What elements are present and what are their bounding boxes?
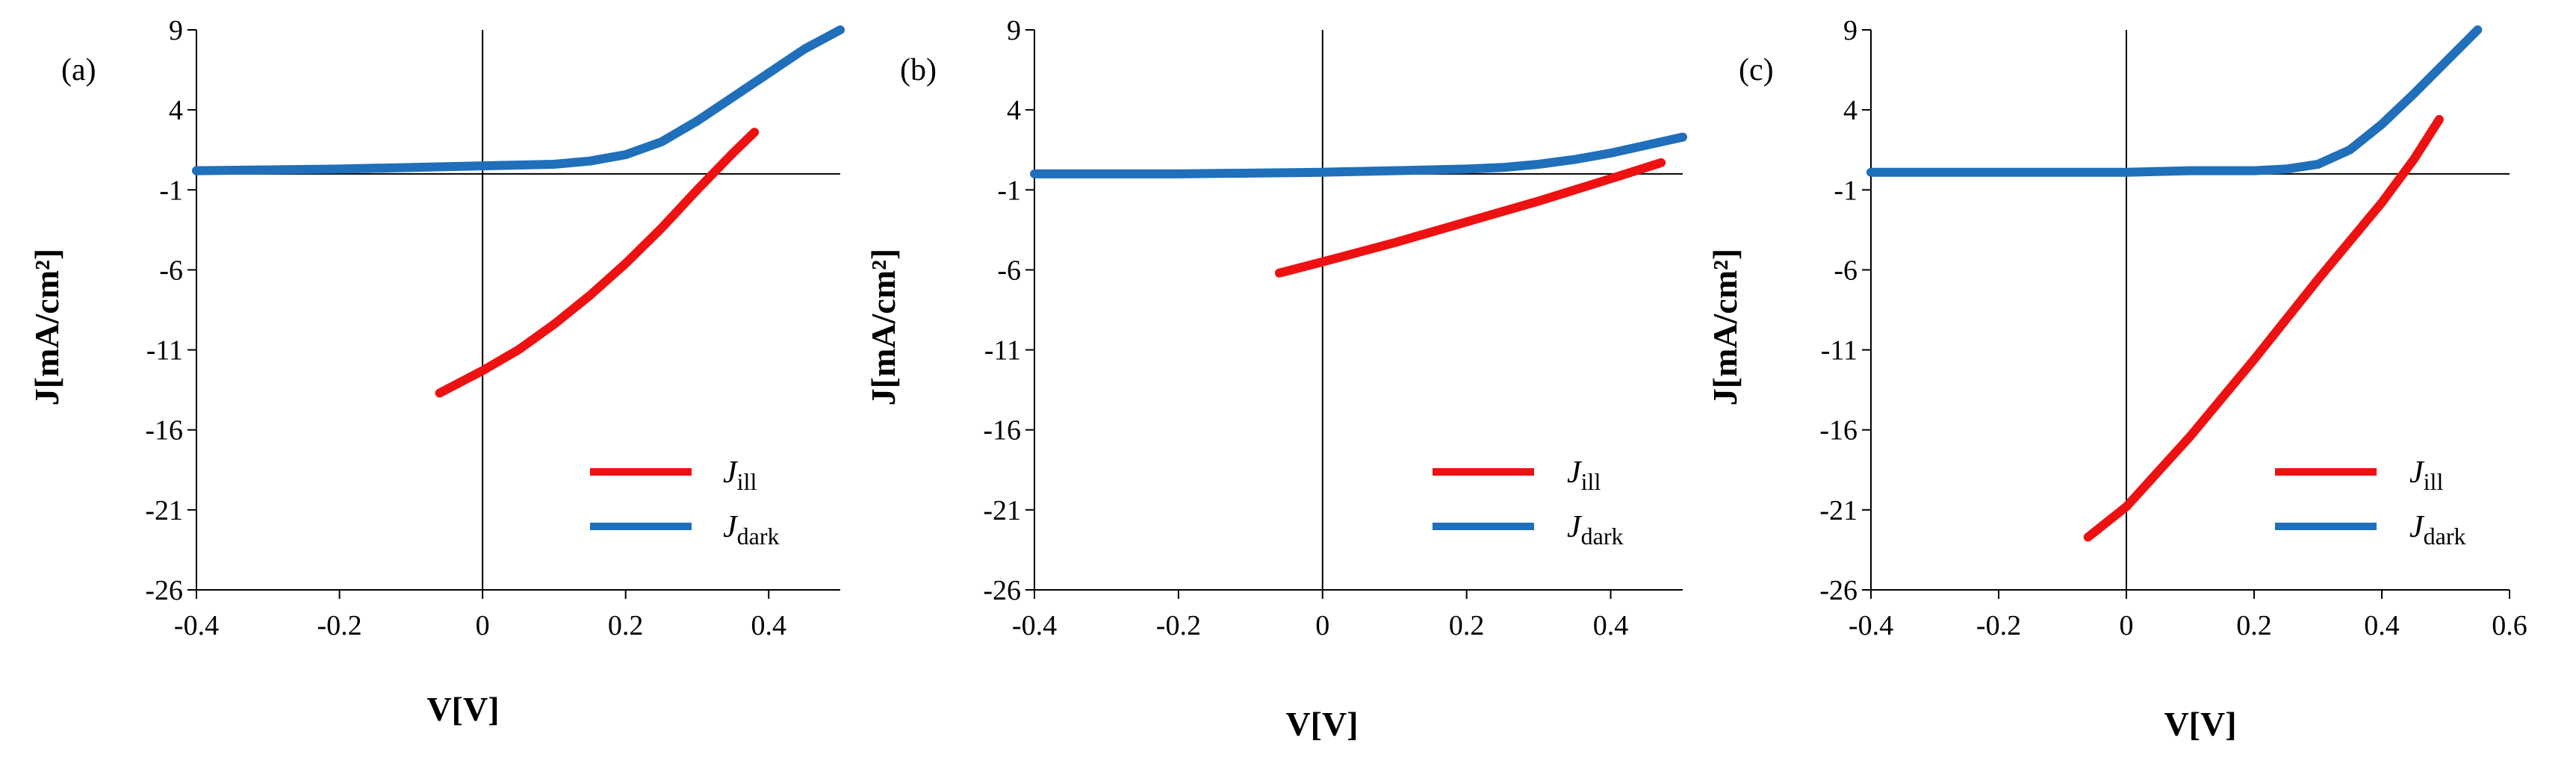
y-tick-label: -6 — [159, 255, 183, 286]
series-line-ill — [2083, 115, 2444, 542]
legend-entry-dark: Jdark — [1567, 510, 1624, 550]
y-tick-label: -6 — [1834, 255, 1857, 286]
y-tick-label: -21 — [1819, 495, 1857, 526]
y-axis-label: J[mA/cm²] — [28, 249, 66, 405]
series-line-dark — [192, 25, 845, 175]
series-line-dark — [1866, 25, 2483, 177]
legend: Jill Jdark — [1433, 455, 1624, 550]
plot-area: -26 -21 -16 -11 -6 -1 4 9 -0.4 -0.2 0 0.2 0.4 — [983, 15, 1687, 641]
x-tick-label: -0.4 — [1012, 610, 1057, 641]
series-line-ill — [435, 128, 760, 398]
y-tick-label: -26 — [983, 575, 1021, 606]
x-axis-label: V[V] — [1285, 705, 1358, 743]
y-tick-label: -16 — [1819, 415, 1857, 447]
y-tick-label: 9 — [169, 15, 183, 46]
plot-area: -26 -21 -16 -11 -6 -1 4 9 -0.4 -0.2 0 0.2 0.4 0.6 — [1819, 15, 2527, 641]
legend-entry-ill: Jill — [2409, 455, 2443, 495]
y-tick-label: -1 — [997, 175, 1021, 206]
panel-label: (c) — [1739, 53, 1774, 87]
x-tick-label: 0.2 — [1449, 610, 1485, 641]
y-tick-label: -16 — [983, 415, 1021, 447]
y-tick-label: -26 — [1819, 575, 1857, 606]
chart-panel-a: (a) J[mA/cm²] V[V] -26 -21 -16 -11 -6 -1 4 9 -0.… — [28, 15, 845, 728]
legend: Jill Jdark — [590, 455, 780, 550]
x-tick-label: -0.2 — [1156, 610, 1201, 641]
y-tick-label: -16 — [145, 415, 183, 447]
legend-entry-dark: Jdark — [2409, 510, 2466, 550]
x-tick-label: 0 — [476, 610, 490, 641]
y-tick-label: -11 — [984, 335, 1021, 367]
legend: Jill Jdark — [2275, 455, 2466, 550]
plot-area: -26 -21 -16 -11 -6 -1 4 9 -0.4 -0.2 0 0.2 0.4 — [145, 15, 845, 641]
x-axis-label: V[V] — [426, 690, 499, 728]
y-tick-label: -26 — [145, 575, 183, 606]
series-line-dark — [1030, 132, 1687, 178]
series-line-ill — [1274, 158, 1666, 278]
legend-entry-ill: Jill — [1567, 455, 1601, 495]
y-tick-label: -6 — [997, 255, 1021, 286]
x-tick-label: 0 — [2120, 610, 2134, 641]
x-tick-label: -0.4 — [1849, 610, 1893, 641]
legend-entry-dark: Jdark — [723, 510, 780, 550]
y-axis-label: J[mA/cm²] — [864, 249, 902, 405]
x-tick-label: 0.2 — [608, 610, 644, 641]
x-tick-label: -0.4 — [174, 610, 219, 641]
y-tick-label: 9 — [1843, 15, 1857, 46]
x-tick-label: 0.2 — [2236, 610, 2272, 641]
panel-label: (b) — [900, 53, 937, 87]
y-tick-label: -11 — [146, 335, 183, 367]
chart-panel-b: (b) J[mA/cm²] V[V] -26 -21 -16 -11 -6 -1 4 9 -0.… — [864, 15, 1687, 743]
x-axis-label: V[V] — [2164, 705, 2236, 743]
y-tick-label: 9 — [1007, 15, 1021, 46]
x-tick-label: 0.6 — [2492, 610, 2527, 641]
y-tick-label: 4 — [1843, 95, 1857, 126]
x-tick-label: 0 — [1315, 610, 1329, 641]
y-tick-label: 4 — [1007, 95, 1021, 126]
y-tick-label: -1 — [159, 175, 183, 206]
panel-label: (a) — [61, 53, 96, 87]
x-tick-label: 0.4 — [1593, 610, 1629, 641]
y-axis-label: J[mA/cm²] — [1706, 249, 1744, 405]
y-tick-label: 4 — [169, 95, 183, 126]
x-tick-label: 0.4 — [751, 610, 786, 641]
y-tick-label: -21 — [983, 495, 1021, 526]
x-tick-label: 0.4 — [2364, 610, 2400, 641]
chart-panel-c: (c) J[mA/cm²] V[V] -26 -21 -16 -11 -6 -1 4 9 -0.… — [1706, 15, 2527, 743]
y-tick-label: -1 — [1834, 175, 1857, 206]
x-tick-label: -0.2 — [317, 610, 361, 641]
x-tick-label: -0.2 — [1976, 610, 2021, 641]
y-tick-label: -21 — [145, 495, 183, 526]
y-tick-label: -11 — [1821, 335, 1857, 367]
legend-entry-ill: Jill — [723, 455, 757, 495]
